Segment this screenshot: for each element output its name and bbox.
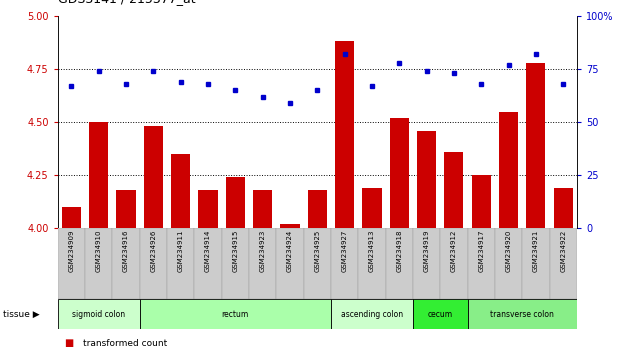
Bar [280,224,299,228]
Bar [413,299,467,329]
Bar [112,228,140,299]
Bar [199,190,217,228]
Text: GSM234913: GSM234913 [369,230,375,272]
Bar [444,152,463,228]
Text: ascending colon: ascending colon [341,310,403,319]
Bar [276,228,304,299]
Bar [308,190,327,228]
Text: GSM234925: GSM234925 [314,230,320,272]
Text: sigmoid colon: sigmoid colon [72,310,125,319]
Bar [549,228,577,299]
Bar [167,228,194,299]
Bar [140,228,167,299]
Bar [417,131,436,228]
Bar [362,188,381,228]
Bar [335,41,354,228]
Bar [413,228,440,299]
Bar [58,299,140,329]
Text: GSM234912: GSM234912 [451,230,457,272]
Bar [440,228,467,299]
Bar [117,190,136,228]
Bar [140,299,331,329]
Bar [171,154,190,228]
Text: GSM234921: GSM234921 [533,230,539,272]
Bar [89,122,108,228]
Text: GDS3141 / 215377_at: GDS3141 / 215377_at [58,0,196,5]
Text: GSM234909: GSM234909 [69,230,74,272]
Bar [58,228,85,299]
Text: GSM234917: GSM234917 [478,230,484,272]
Bar [358,228,386,299]
Text: transformed count: transformed count [83,339,167,348]
Text: GSM234916: GSM234916 [123,230,129,272]
Text: GSM234922: GSM234922 [560,230,566,272]
Text: GSM234911: GSM234911 [178,230,184,272]
Bar [194,228,222,299]
Text: GSM234919: GSM234919 [424,230,429,272]
Text: GSM234918: GSM234918 [396,230,403,272]
Bar [226,177,245,228]
Text: GSM234926: GSM234926 [151,230,156,272]
Bar [62,207,81,228]
Bar [499,112,518,228]
Text: transverse colon: transverse colon [490,310,554,319]
Bar [554,188,573,228]
Text: GSM234927: GSM234927 [342,230,347,272]
Text: ■: ■ [64,338,73,348]
Bar [526,63,545,228]
Text: GSM234914: GSM234914 [205,230,211,272]
Bar [144,126,163,228]
Bar [467,228,495,299]
Bar [85,228,112,299]
Bar [495,228,522,299]
Bar [331,228,358,299]
Text: GSM234915: GSM234915 [232,230,238,272]
Text: cecum: cecum [428,310,453,319]
Bar [253,190,272,228]
Bar [390,118,409,228]
Bar [331,299,413,329]
Text: GSM234924: GSM234924 [287,230,293,272]
Bar [304,228,331,299]
Text: GSM234920: GSM234920 [506,230,512,272]
Text: GSM234910: GSM234910 [96,230,102,272]
Bar [386,228,413,299]
Bar [522,228,549,299]
Bar [249,228,276,299]
Text: tissue ▶: tissue ▶ [3,310,40,319]
Text: rectum: rectum [222,310,249,319]
Text: GSM234923: GSM234923 [260,230,265,272]
Bar [467,299,577,329]
Bar [222,228,249,299]
Bar [472,175,491,228]
